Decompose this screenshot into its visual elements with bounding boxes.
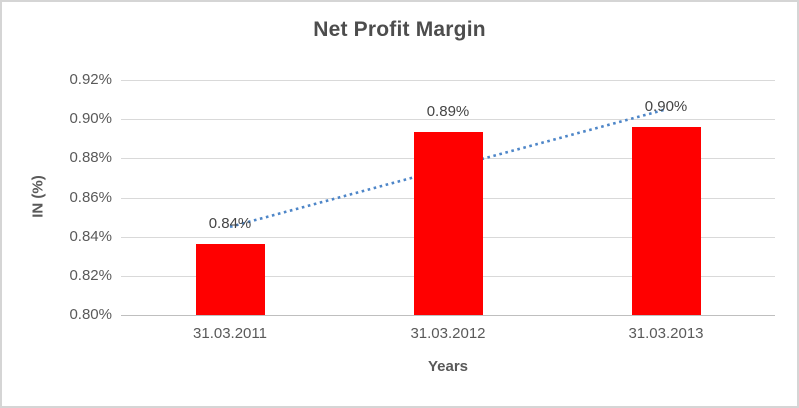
chart-title: Net Profit Margin <box>313 18 486 41</box>
y-tick-label: 0.84% <box>69 227 112 245</box>
y-axis-title: IN (%) <box>29 175 47 218</box>
data-label: 0.84% <box>208 214 252 232</box>
x-tick-label: 31.03.2013 <box>628 325 704 342</box>
bar <box>413 131 483 315</box>
gridline <box>121 80 775 81</box>
data-label: 0.89% <box>426 102 470 120</box>
y-tick-label: 0.92% <box>69 71 112 88</box>
bar <box>195 243 265 315</box>
x-tick-label: 31.03.2011 <box>193 325 267 342</box>
gridline <box>121 119 775 121</box>
x-tick-label: 31.03.2012 <box>410 325 486 342</box>
x-axis-line <box>121 315 775 316</box>
y-tick-label: 0.90% <box>69 110 112 128</box>
y-tick-label: 0.80% <box>69 306 112 323</box>
data-label: 0.90% <box>644 98 688 115</box>
x-axis-title: Years <box>427 358 469 375</box>
y-tick-label: 0.88% <box>69 149 112 167</box>
y-tick-label: 0.82% <box>69 266 112 284</box>
y-tick-label: 0.86% <box>69 188 112 206</box>
bar <box>631 127 701 315</box>
